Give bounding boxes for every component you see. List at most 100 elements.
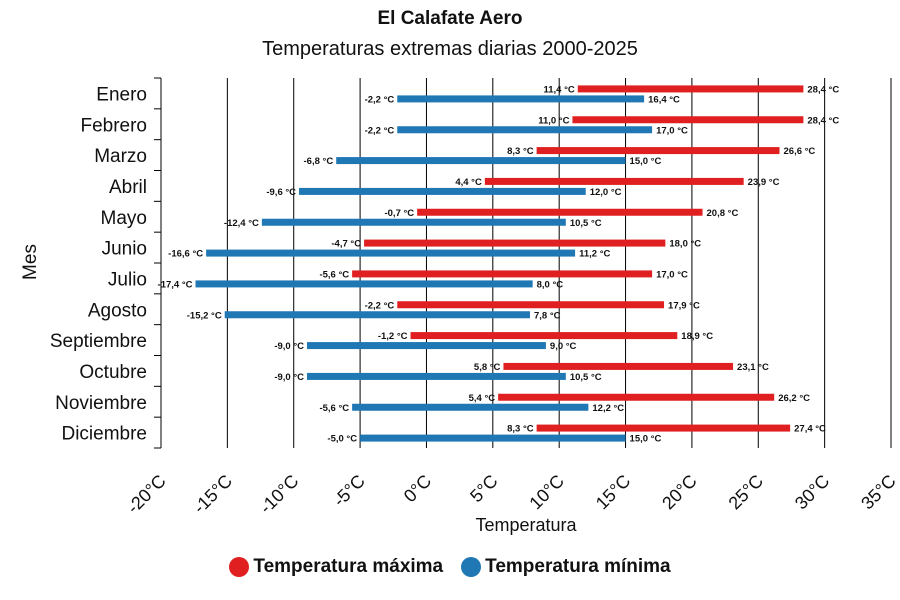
data-label: 11,0 °C — [538, 115, 569, 126]
data-label: -9,6 °C — [266, 187, 296, 198]
data-label: -12,4 °C — [224, 218, 259, 229]
data-label: -0,7 °C — [384, 208, 414, 219]
bar-min — [397, 126, 653, 134]
y-tick-label: Abril — [109, 177, 147, 198]
data-label: 4,4 °C — [455, 177, 482, 188]
y-tick-label: Marzo — [94, 146, 147, 167]
data-label: 28,4 °C — [807, 84, 839, 95]
x-tick-label: 0°C — [400, 471, 436, 507]
data-label: -5,6 °C — [319, 403, 349, 414]
bar-min — [307, 342, 546, 350]
x-tick-label: 20°C — [658, 471, 701, 514]
data-label: 23,9 °C — [748, 177, 780, 188]
data-label: 8,3 °C — [507, 146, 534, 157]
y-tick-label: Octubre — [79, 362, 147, 383]
bar-min — [336, 157, 626, 165]
x-tick-label: 30°C — [791, 471, 834, 514]
legend-item-max[interactable]: Temperatura máxima — [229, 556, 443, 578]
bar-max — [484, 177, 744, 185]
bar-max — [536, 147, 780, 155]
data-label: 20,8 °C — [707, 208, 739, 219]
data-label: 18,9 °C — [681, 331, 713, 342]
bar-max — [498, 393, 775, 401]
data-label: 10,5 °C — [570, 218, 602, 229]
data-label: 16,4 °C — [648, 94, 680, 105]
x-tick-label: 25°C — [725, 471, 768, 514]
data-label: -9,0 °C — [274, 341, 304, 352]
bar-min — [261, 218, 566, 226]
data-label: -5,0 °C — [327, 434, 357, 445]
data-label: 11,4 °C — [543, 84, 574, 95]
y-tick-label: Noviembre — [55, 393, 147, 414]
bar-min — [360, 434, 626, 442]
bar-max — [352, 270, 653, 278]
data-label: 12,2 °C — [592, 403, 624, 414]
y-tick-label: Agosto — [88, 300, 147, 321]
y-tick-label: Febrero — [80, 115, 147, 136]
data-label: -2,2 °C — [365, 94, 395, 105]
x-tick-label: 10°C — [525, 471, 568, 514]
legend-marker-max — [229, 557, 250, 577]
x-tick-label: 15°C — [592, 471, 635, 514]
bar-max — [417, 208, 703, 216]
data-label: -4,7 °C — [331, 239, 361, 250]
x-tick-label: 35°C — [857, 471, 900, 514]
data-label: 7,8 °C — [534, 310, 561, 321]
chart-title: El Calafate Aero — [377, 8, 523, 29]
data-label: -17,4 °C — [158, 279, 193, 290]
data-label: 12,0 °C — [590, 187, 622, 198]
bar-min — [307, 372, 566, 380]
y-tick-label: Mayo — [101, 208, 147, 229]
bar-min — [224, 311, 530, 319]
y-tick-label: Enero — [96, 84, 147, 105]
x-tick-label: 5°C — [466, 471, 502, 507]
data-label: 17,9 °C — [668, 300, 700, 311]
data-label: 9,0 °C — [550, 341, 577, 352]
bar-max — [536, 424, 791, 432]
legend: Temperatura máxima Temperatura mínima — [0, 556, 900, 578]
data-label: -9,0 °C — [274, 372, 304, 383]
data-label: 26,2 °C — [778, 393, 810, 404]
data-label: 18,0 °C — [669, 239, 701, 250]
data-label: -15,2 °C — [187, 310, 222, 321]
legend-marker-min — [461, 557, 482, 577]
bar-min — [195, 280, 533, 288]
data-label: -2,2 °C — [365, 125, 395, 136]
legend-label-min: Temperatura mínima — [485, 556, 671, 577]
y-axis-title: Mes — [20, 244, 41, 280]
data-label: 8,3 °C — [507, 424, 534, 435]
bar-min — [206, 249, 576, 257]
data-label: 8,0 °C — [537, 279, 564, 290]
bar-max — [397, 301, 665, 309]
data-label: 17,0 °C — [656, 125, 688, 136]
data-label: 15,0 °C — [630, 156, 662, 167]
x-tick-label: -5°C — [329, 471, 369, 511]
x-tick-label: -15°C — [189, 471, 236, 518]
legend-label-max: Temperatura máxima — [253, 556, 444, 577]
x-tick-label: -10°C — [256, 471, 303, 518]
data-label: 5,8 °C — [474, 362, 501, 373]
data-label: 15,0 °C — [630, 434, 662, 445]
bar-max — [410, 332, 678, 340]
data-label: 11,2 °C — [579, 249, 610, 260]
y-tick-label: Julio — [108, 269, 147, 290]
bar-max — [577, 85, 804, 93]
y-tick-label: Diciembre — [61, 424, 147, 445]
legend-item-min[interactable]: Temperatura mínima — [461, 556, 671, 578]
data-label: 5,4 °C — [469, 393, 496, 404]
data-label: -6,8 °C — [304, 156, 334, 167]
data-label: -2,2 °C — [365, 300, 395, 311]
data-label: -1,2 °C — [378, 331, 408, 342]
x-axis-title: Temperatura — [475, 515, 577, 535]
bar-max — [503, 362, 734, 370]
data-label: 27,4 °C — [794, 424, 826, 435]
bar-min — [397, 95, 645, 103]
bar-min — [299, 187, 586, 195]
x-tick-label: -20°C — [123, 471, 170, 518]
bar-min — [352, 403, 589, 411]
data-label: 28,4 °C — [807, 115, 839, 126]
y-tick-label: Septiembre — [50, 331, 147, 352]
data-label: 10,5 °C — [570, 372, 602, 383]
